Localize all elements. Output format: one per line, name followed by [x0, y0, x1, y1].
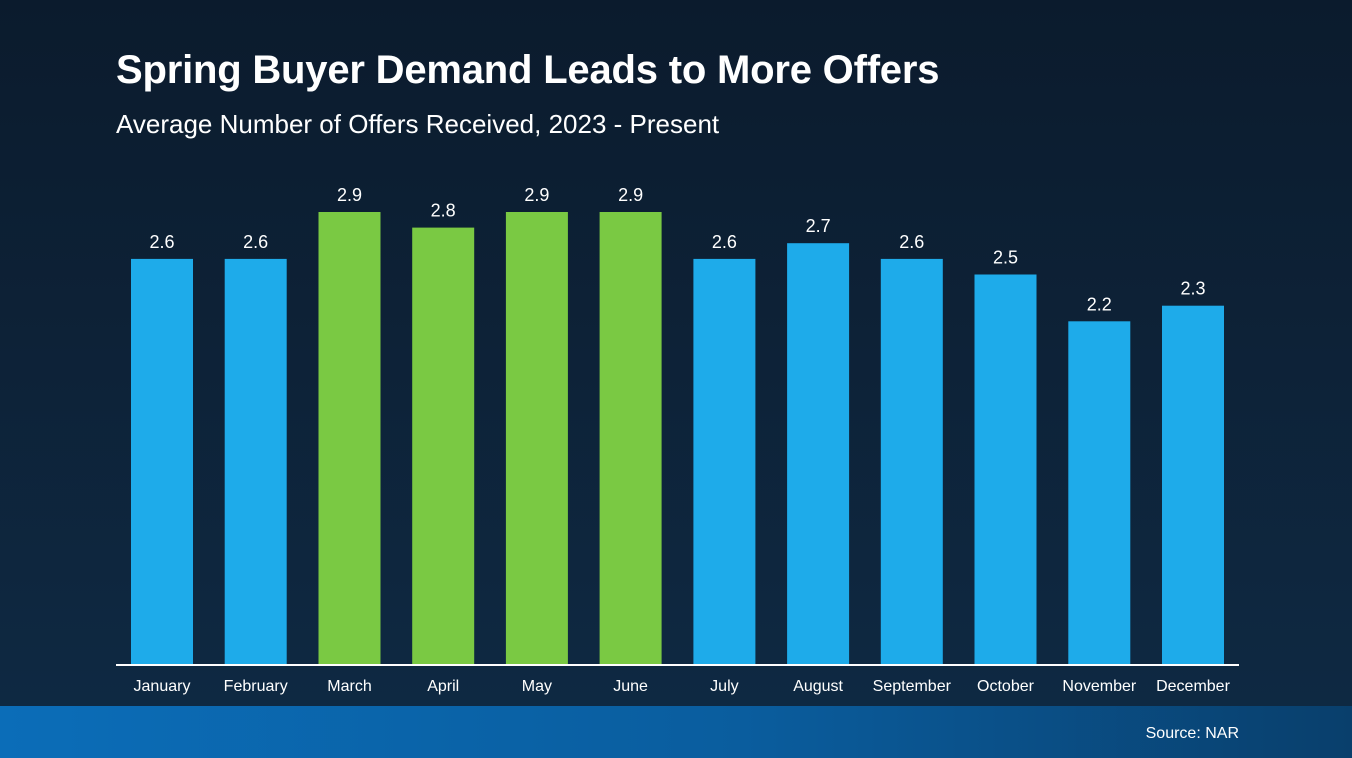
x-tick-label-october: October [977, 678, 1035, 695]
value-label-may: 2.9 [524, 185, 549, 205]
bar-february [224, 258, 287, 665]
value-label-december: 2.3 [1180, 279, 1205, 299]
bar-december [1162, 305, 1224, 665]
x-tick-label-january: January [134, 678, 191, 695]
bar-august [787, 243, 850, 665]
x-tick-label-august: August [793, 678, 843, 695]
x-tick-label-december: December [1156, 678, 1230, 695]
bar-chart: 2.6 2.6 2.9 2.8 2.9 2.9 2.6 2.7 2.6 2.5 2.2 2.3 Jan… [131, 185, 1231, 695]
footer-bar: Source: NAR [0, 706, 1352, 758]
x-tick-label-march: March [327, 678, 371, 695]
value-label-april: 2.8 [431, 201, 456, 221]
value-label-january: 2.6 [149, 232, 174, 252]
bar-group [131, 212, 1224, 665]
x-tick-label-february: February [224, 678, 288, 695]
bar-november [1068, 321, 1131, 665]
value-label-group: 2.6 2.6 2.9 2.8 2.9 2.9 2.6 2.7 2.6 2.5 2.2 2.3 [149, 185, 1205, 314]
source-label: Source: NAR [1145, 725, 1239, 742]
x-tick-label-april: April [427, 678, 459, 695]
x-tick-label-july: July [710, 678, 738, 695]
bar-may [505, 212, 568, 665]
value-label-february: 2.6 [243, 232, 268, 252]
bar-september [880, 258, 943, 665]
value-label-june: 2.9 [618, 185, 643, 205]
x-tick-label-june: June [613, 678, 648, 695]
x-tick-label-november: November [1062, 678, 1136, 695]
x-tick-label-september: September [873, 678, 952, 695]
x-tick-label-may: May [522, 678, 552, 695]
x-tick-label-group: January February March April May June July Augu… [134, 678, 1231, 695]
bar-march [318, 212, 381, 665]
value-label-july: 2.6 [712, 232, 737, 252]
bar-june [599, 212, 662, 665]
chart-title: Spring Buyer Demand Leads to More Offers [116, 48, 940, 92]
value-label-march: 2.9 [337, 185, 362, 205]
value-label-august: 2.7 [806, 216, 831, 236]
bar-january [131, 258, 193, 665]
bar-october [974, 274, 1037, 665]
value-label-november: 2.2 [1087, 294, 1112, 314]
bar-april [412, 227, 475, 665]
value-label-september: 2.6 [899, 232, 924, 252]
value-label-october: 2.5 [993, 248, 1018, 268]
chart-subtitle: Average Number of Offers Received, 2023 … [116, 109, 720, 139]
bar-july [693, 258, 756, 665]
